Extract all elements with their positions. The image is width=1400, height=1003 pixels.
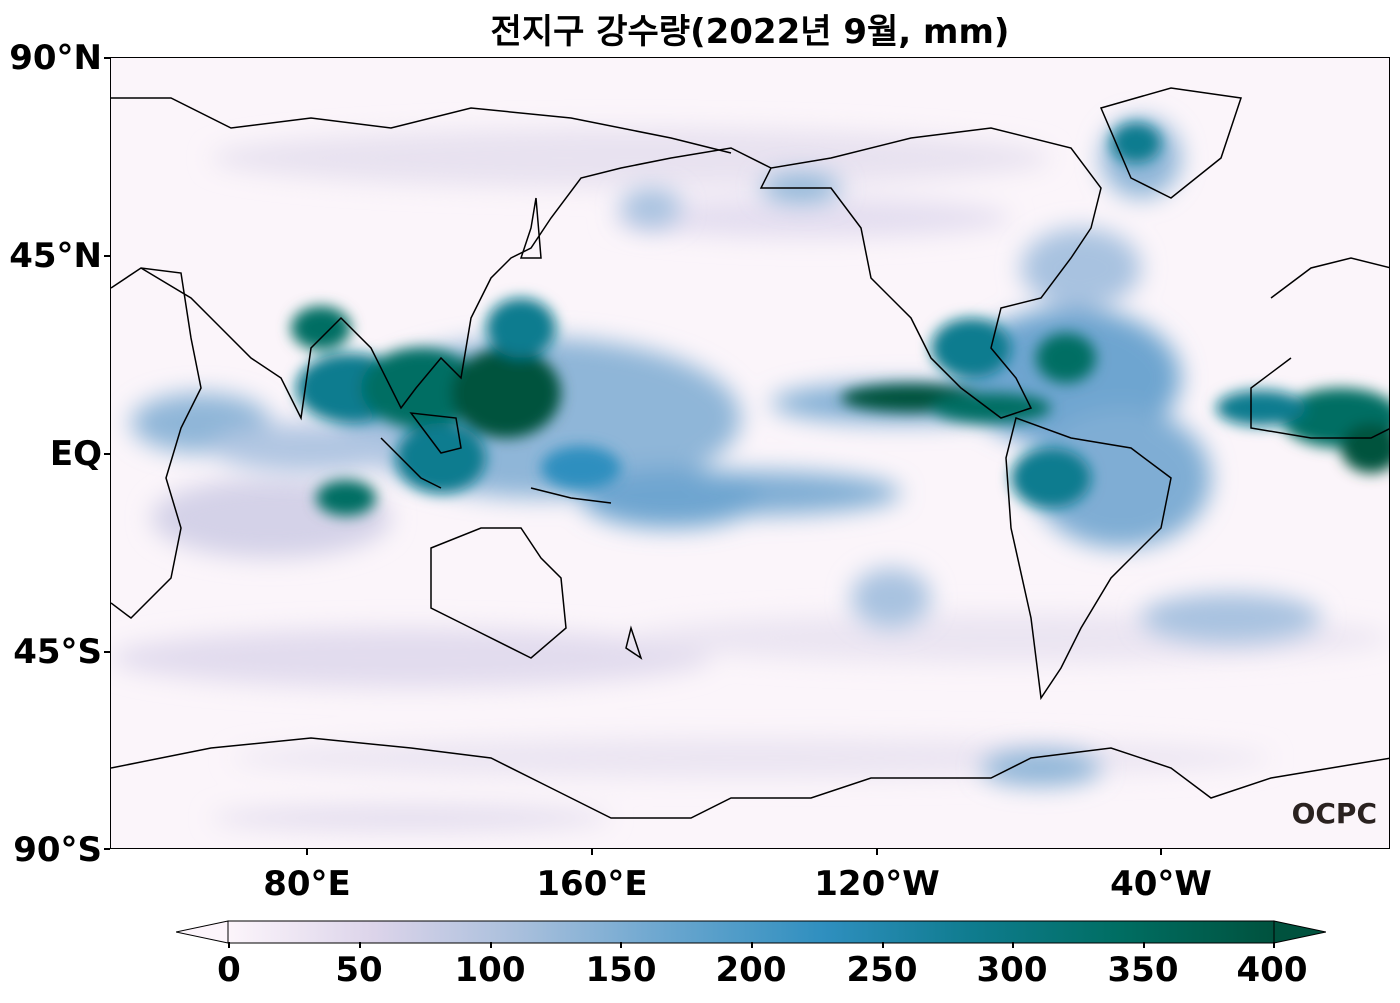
colorbar-tick — [1012, 942, 1014, 948]
colorbar-label-350: 350 — [1107, 950, 1179, 990]
colorbar-tick — [490, 942, 492, 948]
y-tick — [104, 848, 110, 850]
y-tick — [104, 651, 110, 653]
colorbar-label-100: 100 — [454, 950, 526, 990]
colorbar-label-300: 300 — [976, 950, 1048, 990]
colorbar-label-400: 400 — [1236, 950, 1308, 990]
colorbar-label-50: 50 — [335, 950, 383, 990]
x-label-160e: 160°E — [536, 864, 648, 904]
colorbar-extend-low — [176, 920, 229, 944]
colorbar-label-250: 250 — [846, 950, 918, 990]
colorbar-tick — [620, 942, 622, 948]
y-tick — [104, 453, 110, 455]
colorbar-tick — [751, 942, 753, 948]
x-tick — [591, 849, 593, 855]
map-title: 전지구 강수량(2022년 9월, mm) — [490, 12, 1010, 52]
colorbar-label-200: 200 — [715, 950, 787, 990]
y-tick — [104, 57, 110, 59]
colorbar-tick — [1143, 942, 1145, 948]
ocpc-logo: OCPC — [1291, 797, 1377, 830]
heavy-rain-field — [291, 123, 1389, 516]
x-label-80e: 80°E — [263, 864, 351, 904]
coastlines — [111, 87, 1389, 819]
y-label-45n: 45°N — [9, 236, 102, 276]
colorbar-tick — [882, 942, 884, 948]
y-label-eq: EQ — [49, 434, 102, 474]
precipitation-map: OCPC — [110, 57, 1390, 849]
colorbar-gradient — [227, 920, 1275, 944]
colorbar-tick — [1273, 942, 1275, 948]
colorbar-extend-high — [1273, 920, 1326, 944]
colorbar-tick — [359, 942, 361, 948]
colorbar-label-0: 0 — [217, 950, 241, 990]
y-label-90n: 90°N — [9, 38, 102, 78]
x-tick — [876, 849, 878, 855]
x-tick — [1160, 849, 1162, 855]
y-tick — [104, 255, 110, 257]
x-label-120w: 120°W — [814, 864, 940, 904]
x-tick — [306, 849, 308, 855]
colorbar-label-150: 150 — [585, 950, 657, 990]
y-label-45s: 45°S — [13, 632, 102, 672]
colorbar-tick — [228, 942, 230, 948]
map-canvas — [111, 87, 1389, 830]
x-label-40w: 40°W — [1110, 864, 1212, 904]
y-label-90s: 90°S — [13, 830, 102, 870]
